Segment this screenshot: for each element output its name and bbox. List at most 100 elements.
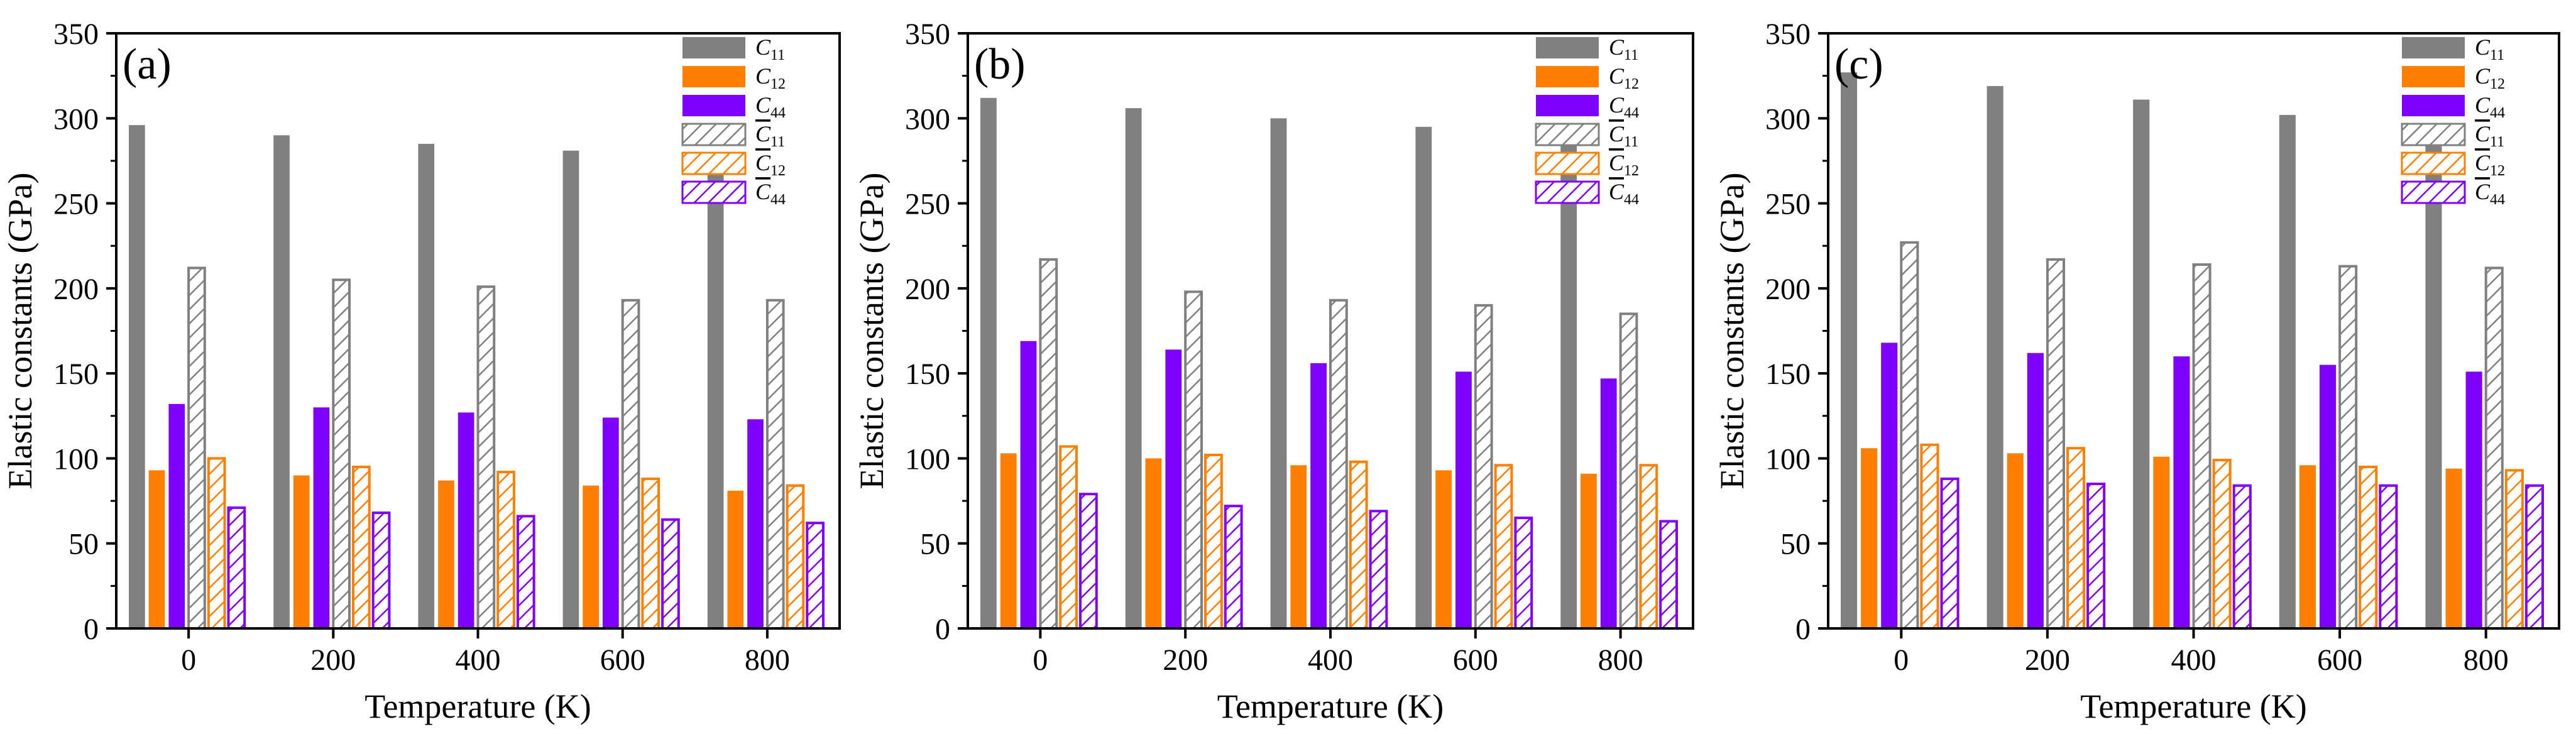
x-tick-label: 200 xyxy=(1163,644,1208,677)
bar-C12-400 xyxy=(2153,456,2170,628)
bar-C12-800 xyxy=(2445,468,2462,628)
y-tick-label: 100 xyxy=(1765,442,1811,476)
x-tick-label: 800 xyxy=(745,644,790,677)
legend-label-C12: C12 xyxy=(2475,63,2505,92)
bar-C12-800 xyxy=(1581,473,1597,628)
bar-C44bar-400 xyxy=(1369,510,1388,630)
legend-swatch-C11 xyxy=(2402,37,2465,58)
bar-C11-400 xyxy=(418,143,435,628)
bar-C11-0 xyxy=(1841,72,1858,628)
bar-C11-600 xyxy=(562,150,579,628)
bar-C12bar-800 xyxy=(2504,469,2524,630)
y-tick-label: 300 xyxy=(1765,102,1811,136)
bar-C11bar-800 xyxy=(765,299,785,630)
bar-C12-0 xyxy=(1861,448,1878,628)
bar-C11bar-600 xyxy=(621,299,640,630)
x-tick-label: 0 xyxy=(1894,644,1909,677)
y-axis-label: Elastic constants (GPa) xyxy=(1,173,39,490)
y-tick-label: 100 xyxy=(53,442,99,476)
chart-panel-1: 0 50 100 150 200 250 300 350 0 200 400 600 800 Temper… xyxy=(1,18,841,725)
y-tick-label: 300 xyxy=(905,102,950,136)
x-tick-label: 200 xyxy=(2025,644,2070,677)
bar-C44-800 xyxy=(747,419,764,628)
legend-swatch-C44 xyxy=(2402,95,2465,116)
bar-C11-0 xyxy=(980,97,997,629)
bar-C44bar-200 xyxy=(1224,505,1243,630)
x-axis-label: Temperature (K) xyxy=(1217,687,1444,725)
x-tick-label: 0 xyxy=(1033,644,1048,677)
bar-C12bar-200 xyxy=(352,466,371,630)
y-tick-label: 150 xyxy=(53,358,99,391)
legend-label-C12bar: C12 xyxy=(2475,150,2505,179)
bar-C44-200 xyxy=(1165,349,1182,628)
x-tick-label: 600 xyxy=(1453,644,1498,677)
legend-swatch-C44 xyxy=(1536,95,1599,116)
y-tick-label: 250 xyxy=(905,188,950,221)
bar-C11-200 xyxy=(1987,85,2003,628)
bar-C12bar-400 xyxy=(2212,459,2232,630)
bar-C11bar-400 xyxy=(476,285,496,630)
bar-C11bar-400 xyxy=(2192,263,2212,630)
x-tick-label: 0 xyxy=(181,644,196,677)
y-tick-label: 50 xyxy=(920,528,950,561)
y-tick-label: 300 xyxy=(53,102,99,136)
bar-C11-600 xyxy=(2279,114,2296,628)
bar-C44bar-0 xyxy=(1940,477,1959,630)
legend-label-C44bar: C44 xyxy=(2475,179,2505,208)
bar-C44-600 xyxy=(2320,364,2337,628)
bar-C12-800 xyxy=(727,490,744,628)
bar-C11-400 xyxy=(2133,99,2150,628)
legend-swatch-C11bar xyxy=(2401,123,2466,146)
legend-swatch-C12bar xyxy=(1535,151,1600,175)
legend-label-C12: C12 xyxy=(755,63,786,92)
y-tick-label: 50 xyxy=(69,528,99,561)
legend-swatch-C44bar xyxy=(1535,180,1600,204)
legend-swatch-C12 xyxy=(2402,66,2465,87)
panel-label: (b) xyxy=(974,40,1026,89)
legend-swatch-C12bar xyxy=(681,151,747,175)
bar-C44-200 xyxy=(313,407,330,628)
bar-C12-200 xyxy=(1145,458,1162,628)
y-tick-label: 100 xyxy=(905,442,950,476)
bar-C44-600 xyxy=(603,417,619,628)
y-tick-label: 200 xyxy=(53,273,99,306)
bar-C12-200 xyxy=(293,475,310,628)
bar-C12-600 xyxy=(1435,470,1452,628)
x-axis-label: Temperature (K) xyxy=(364,687,591,725)
y-tick-label: 350 xyxy=(905,18,950,51)
x-tick-label: 600 xyxy=(2317,644,2362,677)
panel-label: (a) xyxy=(123,40,172,89)
y-tick-label: 0 xyxy=(935,613,950,646)
bar-C11-200 xyxy=(273,135,290,629)
legend-label-C11bar: C11 xyxy=(755,121,785,150)
bar-C12bar-0 xyxy=(207,457,226,630)
x-tick-label: 200 xyxy=(310,644,356,677)
x-axis-label: Temperature (K) xyxy=(2080,687,2307,725)
bar-C44-600 xyxy=(1455,371,1472,628)
y-tick-label: 150 xyxy=(1765,358,1811,391)
bar-C11-800 xyxy=(707,162,724,629)
bar-C44-0 xyxy=(168,403,185,628)
x-tick-label: 400 xyxy=(456,644,501,677)
legend-label-C44bar: C44 xyxy=(755,179,786,208)
bar-C44bar-600 xyxy=(661,518,680,630)
legend-swatch-C11bar xyxy=(1535,123,1600,146)
bar-C12bar-600 xyxy=(2359,466,2378,630)
bar-C44-400 xyxy=(1310,363,1327,628)
legend-label-C12bar: C12 xyxy=(755,150,786,179)
bar-C11-800 xyxy=(1560,142,1577,628)
bar-C12-200 xyxy=(2007,453,2024,628)
legend-swatch-C12bar xyxy=(2401,151,2466,175)
bar-C11bar-600 xyxy=(1474,304,1493,630)
bar-C11-200 xyxy=(1125,108,1142,629)
bar-C12bar-400 xyxy=(1349,460,1368,630)
bar-C12-600 xyxy=(2299,465,2316,628)
bar-C44bar-200 xyxy=(2086,483,2106,630)
bar-C44bar-600 xyxy=(2379,484,2398,630)
legend-label-C11: C11 xyxy=(2475,35,2504,63)
bar-C11bar-800 xyxy=(1619,312,1638,630)
y-tick-label: 350 xyxy=(53,18,99,51)
x-tick-label: 800 xyxy=(1598,644,1643,677)
